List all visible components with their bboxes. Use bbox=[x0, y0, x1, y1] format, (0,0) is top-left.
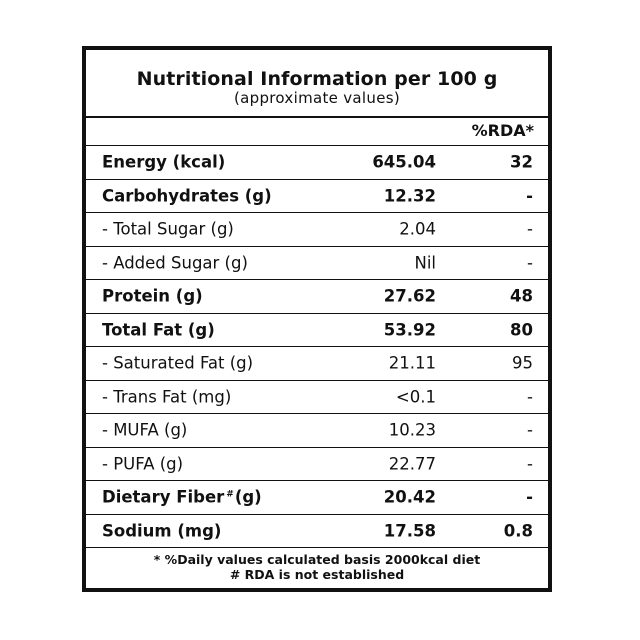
nutrient-rda: - bbox=[527, 253, 533, 273]
nutrient-row-total-sugar: - Total Sugar (g) 2.04 - bbox=[86, 213, 548, 247]
label-title: Nutritional Information per 100 g bbox=[136, 68, 498, 90]
nutrient-name: Energy (kcal) bbox=[102, 152, 226, 172]
nutrient-rda: 0.8 bbox=[503, 521, 533, 541]
nutrient-value: 17.58 bbox=[383, 521, 436, 541]
label-header: Nutritional Information per 100 g (appro… bbox=[86, 50, 548, 118]
nutrient-rda: - bbox=[527, 420, 533, 440]
nutrient-row-mufa: - MUFA (g) 10.23 - bbox=[86, 414, 548, 448]
nutrient-value: Nil bbox=[414, 253, 436, 273]
nutrient-row-trans-fat: - Trans Fat (mg) <0.1 - bbox=[86, 381, 548, 414]
nutrient-name: - MUFA (g) bbox=[102, 420, 188, 440]
nutrient-rda: 95 bbox=[512, 353, 533, 373]
nutrient-name: Sodium (mg) bbox=[102, 521, 222, 541]
nutrient-value: 53.92 bbox=[383, 320, 436, 340]
nutrient-value: 645.04 bbox=[372, 152, 436, 172]
label-footnotes: * %Daily values calculated basis 2000kca… bbox=[86, 548, 548, 588]
nutrient-rda: 80 bbox=[510, 320, 533, 340]
nutrient-name: - Total Sugar (g) bbox=[102, 219, 234, 239]
nutrient-value: 27.62 bbox=[383, 286, 436, 306]
label-subtitle: (approximate values) bbox=[233, 89, 400, 107]
rda-not-established-mark: # bbox=[226, 489, 234, 500]
nutrient-rda: 48 bbox=[510, 286, 533, 306]
nutrient-value: <0.1 bbox=[395, 387, 436, 407]
nutrient-rda: - bbox=[526, 186, 533, 206]
nutrient-value: 10.23 bbox=[388, 420, 436, 440]
nutrient-rda: - bbox=[526, 487, 533, 507]
nutrient-row-pufa: - PUFA (g) 22.77 - bbox=[86, 448, 548, 481]
rda-column-header: %RDA* bbox=[471, 121, 534, 140]
nutrient-row-carbohydrates: Carbohydrates (g) 12.32 - bbox=[86, 180, 548, 213]
nutrient-value: 12.32 bbox=[383, 186, 436, 206]
nutrient-value: 2.04 bbox=[399, 219, 436, 239]
nutrition-facts-label: Nutritional Information per 100 g (appro… bbox=[82, 46, 552, 592]
nutrient-rda: 32 bbox=[510, 152, 533, 172]
nutrient-name: - Trans Fat (mg) bbox=[102, 387, 232, 407]
nutrient-row-sodium: Sodium (mg) 17.58 0.8 bbox=[86, 515, 548, 548]
nutrient-row-dietary-fiber: Dietary Fiber #(g) 20.42 - bbox=[86, 481, 548, 515]
nutrient-value: 20.42 bbox=[383, 487, 436, 507]
nutrient-row-added-sugar: - Added Sugar (g) Nil - bbox=[86, 247, 548, 280]
nutrient-name: - Saturated Fat (g) bbox=[102, 353, 254, 373]
nutrient-value: 22.77 bbox=[388, 454, 436, 474]
nutrient-name: Protein (g) bbox=[102, 286, 203, 306]
nutrient-table: Energy (kcal) 645.04 32 Carbohydrates (g… bbox=[86, 146, 548, 548]
footnote-daily-values: * %Daily values calculated basis 2000kca… bbox=[153, 552, 481, 567]
nutrient-row-energy: Energy (kcal) 645.04 32 bbox=[86, 146, 548, 180]
nutrient-row-saturated-fat: - Saturated Fat (g) 21.11 95 bbox=[86, 347, 548, 381]
nutrient-value: 21.11 bbox=[388, 353, 436, 373]
nutrient-row-protein: Protein (g) 27.62 48 bbox=[86, 280, 548, 314]
nutrient-name: - Added Sugar (g) bbox=[102, 253, 248, 273]
footnote-rda-not-established: # RDA is not established bbox=[229, 567, 405, 582]
nutrient-rda: - bbox=[527, 454, 533, 474]
nutrient-name: Dietary Fiber #(g) bbox=[102, 488, 262, 507]
nutrient-name: - PUFA (g) bbox=[102, 454, 184, 474]
nutrient-rda: - bbox=[527, 219, 533, 239]
nutrient-name: Carbohydrates (g) bbox=[102, 186, 272, 206]
nutrient-rda: - bbox=[527, 387, 533, 407]
nutrient-name: Total Fat (g) bbox=[102, 320, 215, 340]
column-header-row: %RDA* bbox=[86, 118, 548, 146]
nutrient-name-unit: (g) bbox=[234, 487, 262, 507]
nutrient-row-total-fat: Total Fat (g) 53.92 80 bbox=[86, 314, 548, 347]
nutrient-name-main: Dietary Fiber bbox=[102, 487, 225, 507]
